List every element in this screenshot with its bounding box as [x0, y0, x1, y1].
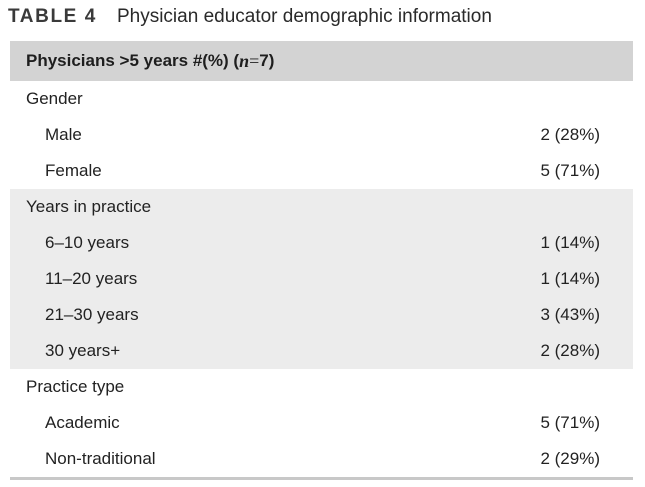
- section-label: Practice type: [26, 377, 125, 396]
- table-row: Non-traditional 2 (29%): [10, 441, 633, 477]
- row-label: Academic: [45, 413, 120, 432]
- demographics-table: Physicians >5 years #(%) (n = 7) Gender …: [10, 41, 633, 480]
- row-value: 2 (28%): [540, 341, 600, 360]
- header-equals: =: [249, 50, 260, 71]
- section-label: Gender: [26, 89, 83, 108]
- table-caption: TABLE 4 Physician educator demographic i…: [8, 4, 492, 30]
- table-row: Female 5 (71%): [10, 153, 633, 189]
- row-label: Male: [45, 125, 82, 144]
- section-label-row: Years in practice: [10, 189, 633, 225]
- section-label-row: Practice type: [10, 369, 633, 405]
- row-value: 5 (71%): [540, 413, 600, 432]
- header-suffix: ): [268, 51, 275, 70]
- row-label: Female: [45, 161, 102, 180]
- table-header: Physicians >5 years #(%) (n = 7): [10, 41, 633, 81]
- table-row: 11–20 years 1 (14%): [10, 261, 633, 297]
- row-label: 21–30 years: [45, 305, 139, 324]
- row-label: 11–20 years: [45, 269, 138, 288]
- section-practice-type: Practice type Academic 5 (71%) Non-tradi…: [10, 369, 633, 477]
- section-gender: Gender Male 2 (28%) Female 5 (71%): [10, 81, 633, 189]
- row-label: Non-traditional: [45, 449, 156, 468]
- table-row: Academic 5 (71%): [10, 405, 633, 441]
- header-n-symbol: n: [239, 50, 250, 71]
- row-label: 6–10 years: [45, 233, 130, 252]
- table-row: 6–10 years 1 (14%): [10, 225, 633, 261]
- table-title: Physician educator demographic informati…: [116, 6, 492, 27]
- table-row: 21–30 years 3 (43%): [10, 297, 633, 333]
- row-label: 30 years+: [45, 341, 121, 360]
- section-label: Years in practice: [26, 197, 152, 216]
- header-prefix: Physicians >5 years #(%) (: [26, 51, 240, 70]
- section-label-row: Gender: [10, 81, 633, 117]
- section-years-in-practice: Years in practice 6–10 years 1 (14%) 11–…: [10, 189, 633, 369]
- table-row: 30 years+ 2 (28%): [10, 333, 633, 369]
- row-value: 3 (43%): [540, 305, 600, 324]
- table-number: TABLE 4: [8, 6, 97, 27]
- row-value: 2 (29%): [540, 449, 600, 468]
- row-value: 2 (28%): [540, 125, 600, 144]
- table-row: Male 2 (28%): [10, 117, 633, 153]
- header-n-value: 7: [259, 51, 269, 70]
- row-value: 1 (14%): [540, 233, 600, 252]
- table-bottom-rule: [10, 477, 633, 480]
- row-value: 5 (71%): [540, 161, 600, 180]
- row-value: 1 (14%): [540, 269, 600, 288]
